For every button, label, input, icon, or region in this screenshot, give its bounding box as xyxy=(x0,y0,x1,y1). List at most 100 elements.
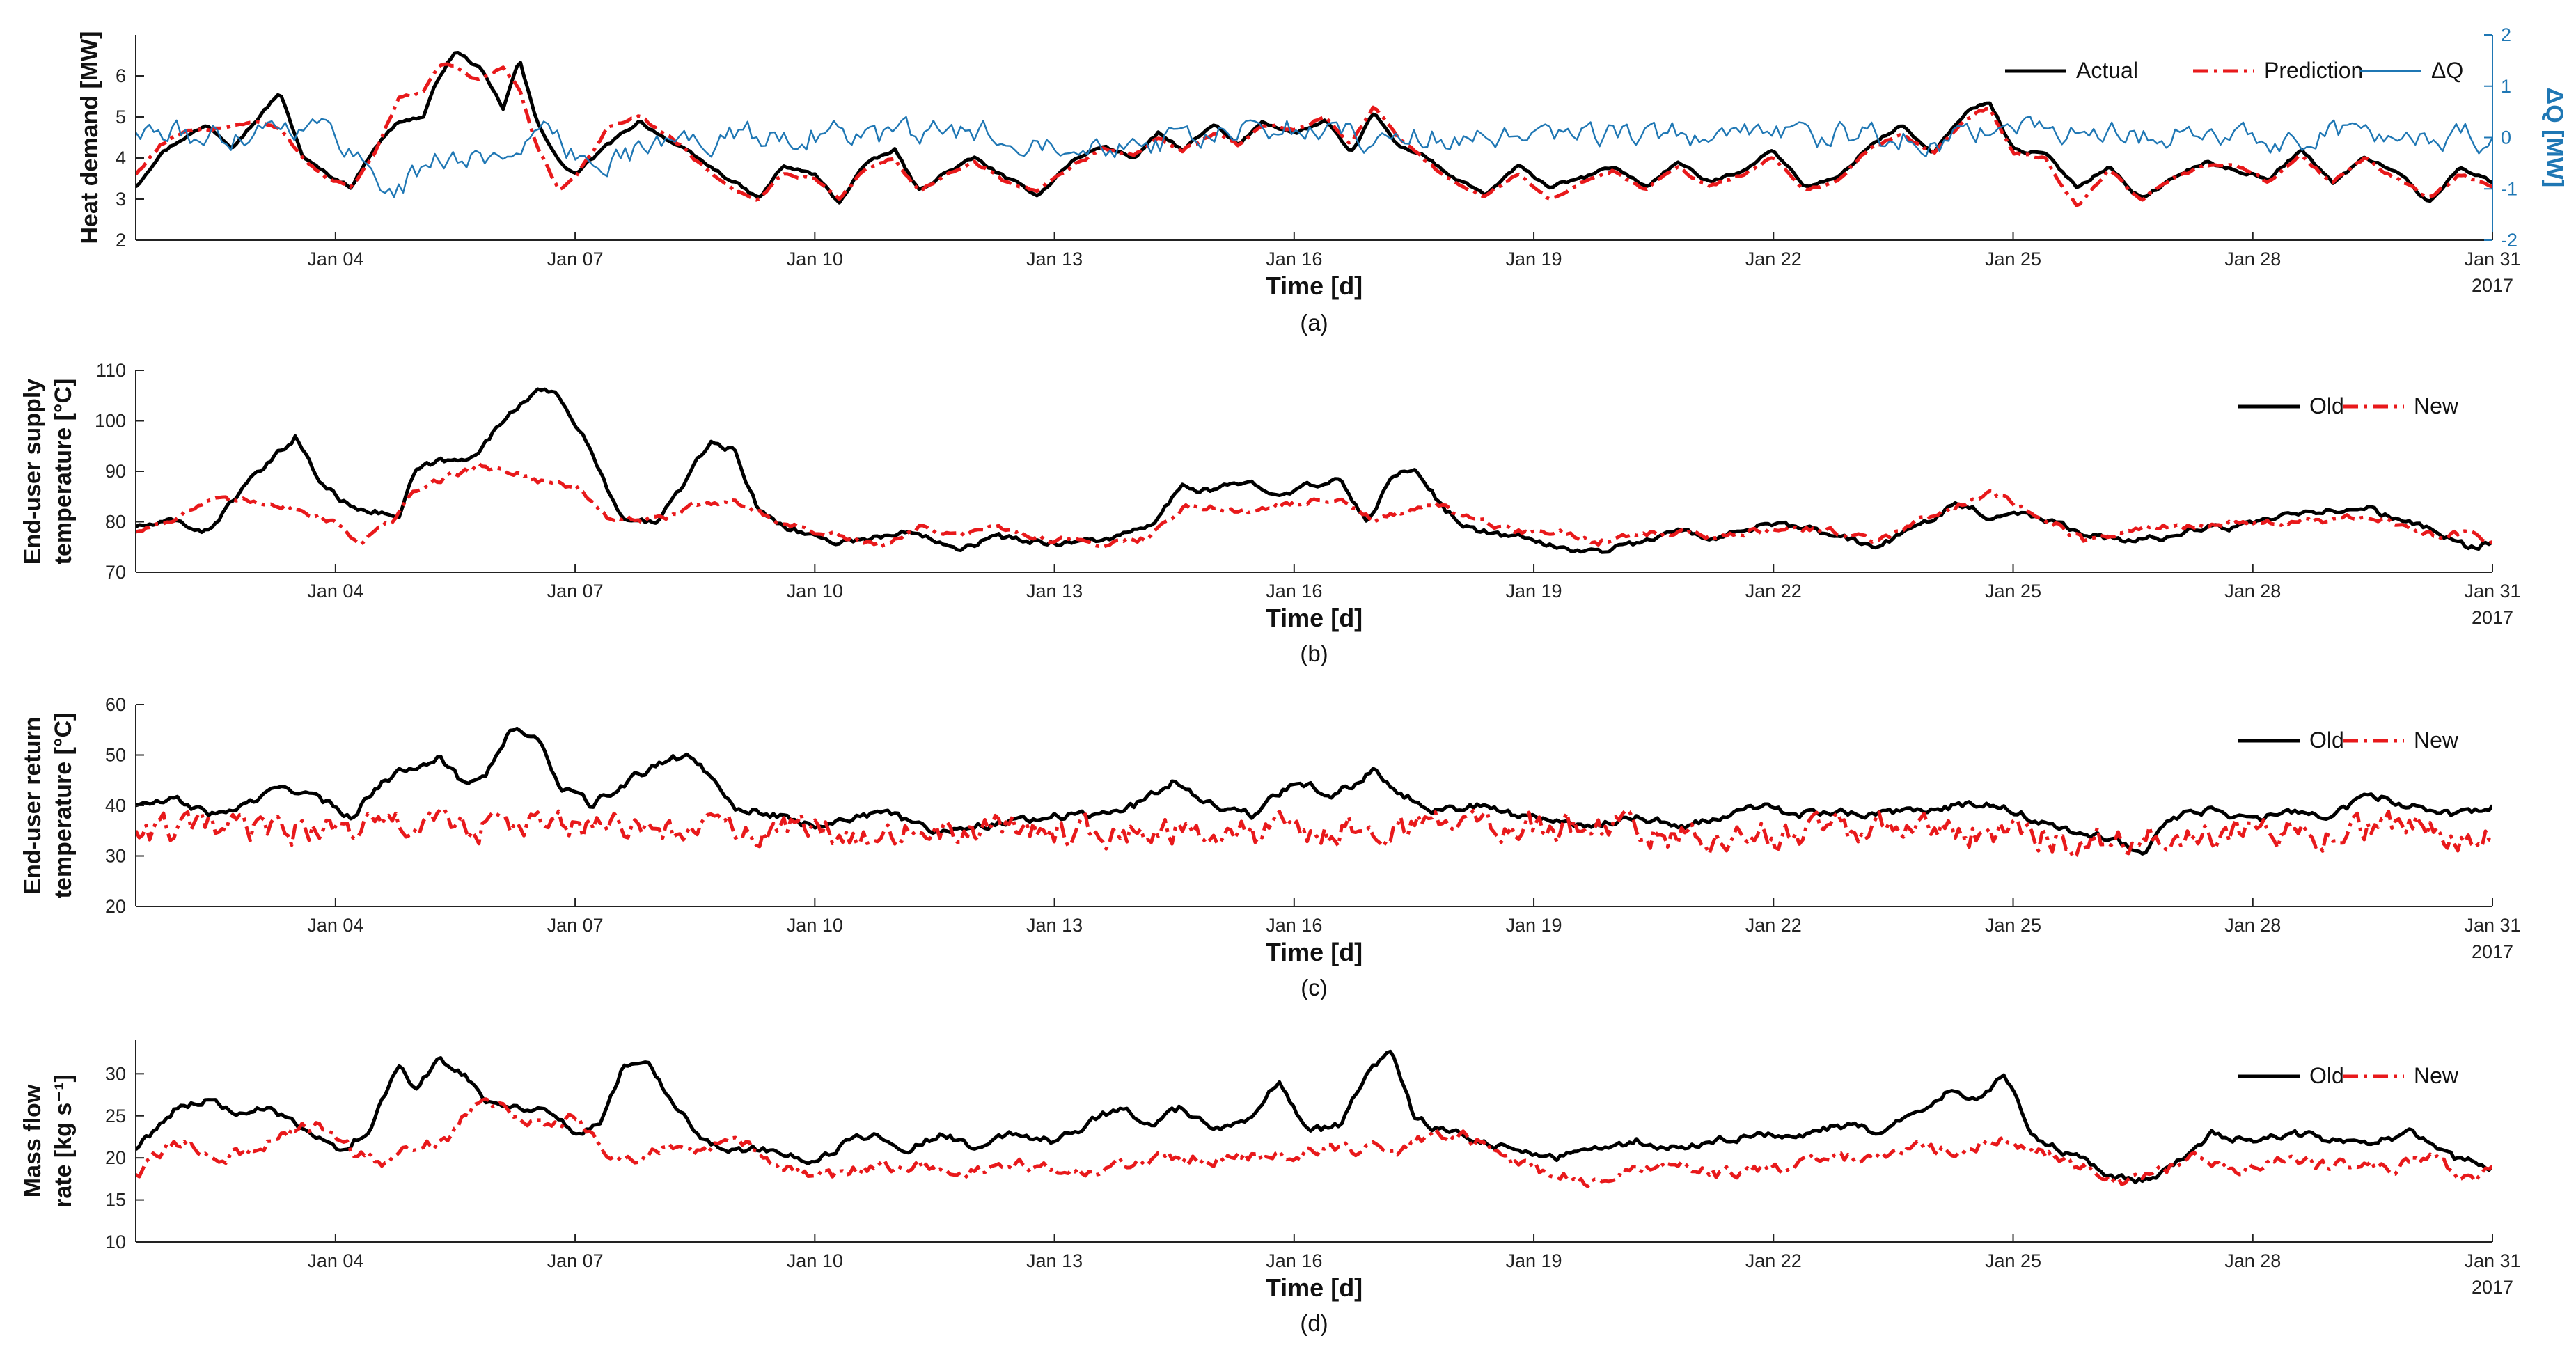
y-tick-label: 5 xyxy=(116,107,126,127)
y-tick-label: 70 xyxy=(105,562,126,583)
x-tick-label: Jan 13 xyxy=(1026,915,1083,936)
panel-caption: (b) xyxy=(1300,640,1328,666)
y-tick-label: 2 xyxy=(116,230,126,251)
legend-label: Old xyxy=(2309,393,2344,418)
x-tick-label: Jan 28 xyxy=(2224,1250,2281,1271)
x-tick-label: Jan 22 xyxy=(1745,249,1802,269)
legend-label: Old xyxy=(2309,728,2344,753)
legend-label: Old xyxy=(2309,1063,2344,1088)
chart-panel-d: Jan 04 Jan 07 Jan 10 Jan 13 Jan 16 Jan 19 Jan … xyxy=(19,1040,2521,1336)
y-tick-label: 80 xyxy=(105,512,126,533)
series-a-q xyxy=(136,116,2492,198)
x-tick-label: Jan 31 xyxy=(2464,249,2520,269)
y-tick-label: 100 xyxy=(95,411,126,432)
x-year-label: 2017 xyxy=(2472,1277,2513,1298)
y-axis-label-line: End-user supply xyxy=(19,379,46,564)
x-tick-label: Jan 10 xyxy=(787,1250,843,1271)
x-tick-label: Jan 13 xyxy=(1026,1250,1083,1271)
x-tick-label: Jan 07 xyxy=(547,1250,604,1271)
chart-panel-c: Jan 04 Jan 07 Jan 10 Jan 13 Jan 16 Jan 19 Jan … xyxy=(19,694,2521,1000)
legend-label: ΔQ xyxy=(2431,58,2463,83)
y-tick-label: 10 xyxy=(105,1232,126,1252)
x-tick-label: Jan 28 xyxy=(2224,581,2281,602)
series-c-new xyxy=(136,807,2492,859)
y-tick-label: 50 xyxy=(105,745,126,766)
y-tick-label: 20 xyxy=(105,1147,126,1168)
x-tick-label: Jan 25 xyxy=(1985,1250,2041,1271)
plot-area xyxy=(136,1040,2492,1242)
y2-tick-label: 0 xyxy=(2501,127,2511,148)
x-tick-label: Jan 04 xyxy=(307,1250,363,1271)
x-tick-label: Jan 31 xyxy=(2464,915,2520,936)
x-tick-label: Jan 19 xyxy=(1506,581,1562,602)
y-tick-label: 6 xyxy=(116,65,126,86)
x-tick-label: Jan 19 xyxy=(1506,915,1562,936)
x-tick-label: Jan 07 xyxy=(547,915,604,936)
legend: Old New xyxy=(2238,728,2459,753)
x-tick-label: Jan 04 xyxy=(307,915,363,936)
series-b-new xyxy=(136,462,2492,549)
x-tick-label: Jan 16 xyxy=(1266,915,1322,936)
x-axis-label: Time [d] xyxy=(1266,604,1362,632)
x-tick-label: Jan 22 xyxy=(1745,915,1802,936)
panel-caption: (c) xyxy=(1301,975,1327,1000)
x-tick-label: Jan 28 xyxy=(2224,249,2281,269)
legend: Old New xyxy=(2238,1063,2459,1088)
series-b-old xyxy=(136,387,2492,554)
chart-panel-a: Jan 04 Jan 07 Jan 10 Jan 13 Jan 16 Jan 19 Jan … xyxy=(77,24,2568,336)
x-axis-label: Time [d] xyxy=(1266,1273,1362,1302)
chart-panel-b: Jan 04 Jan 07 Jan 10 Jan 13 Jan 16 Jan 19 Jan … xyxy=(19,360,2521,666)
x-tick-label: Jan 10 xyxy=(787,581,843,602)
x-tick-label: Jan 10 xyxy=(787,249,843,269)
y-tick-label: 60 xyxy=(105,694,126,715)
y-axis-label-line: End-user return xyxy=(19,716,46,894)
y-tick-label: 110 xyxy=(96,360,126,381)
y-tick-label: 15 xyxy=(105,1190,126,1211)
x-tick-label: Jan 16 xyxy=(1266,581,1322,602)
series-a-prediction xyxy=(136,62,2492,207)
y-tick-label: 90 xyxy=(105,461,126,482)
y-axis-label-line: rate [kg s⁻¹] xyxy=(50,1074,77,1208)
y-axis-label-line: temperature [°C] xyxy=(50,713,77,899)
series-group xyxy=(136,51,2492,207)
series-group xyxy=(136,1049,2492,1188)
legend-label: New xyxy=(2414,393,2459,418)
x-tick-label: Jan 22 xyxy=(1745,1250,1802,1271)
x-tick-label: Jan 19 xyxy=(1506,249,1562,269)
x-tick-label: Jan 25 xyxy=(1985,249,2041,269)
legend-label: Prediction xyxy=(2264,58,2363,83)
y-tick-label: 25 xyxy=(105,1106,126,1126)
y2-axis-label: ΔQ [MW] xyxy=(2541,88,2568,187)
series-d-new xyxy=(136,1097,2492,1188)
x-axis-label: Time [d] xyxy=(1266,272,1362,300)
y2-tick-label: -2 xyxy=(2501,230,2518,251)
y2-tick-label: 1 xyxy=(2501,76,2511,97)
panel-caption: (d) xyxy=(1300,1310,1328,1336)
x-axis-label: Time [d] xyxy=(1266,938,1362,966)
x-tick-label: Jan 19 xyxy=(1506,1250,1562,1271)
legend-label: Actual xyxy=(2076,58,2138,83)
y2-tick-label: 2 xyxy=(2501,24,2511,45)
panel-caption: (a) xyxy=(1300,310,1328,336)
y-axis-label-line: Mass flow xyxy=(19,1084,46,1197)
x-year-label: 2017 xyxy=(2472,941,2513,962)
series-a-actual xyxy=(136,51,2492,205)
x-tick-label: Jan 22 xyxy=(1745,581,1802,602)
x-tick-label: Jan 28 xyxy=(2224,915,2281,936)
x-tick-label: Jan 31 xyxy=(2464,1250,2520,1271)
x-tick-label: Jan 16 xyxy=(1266,249,1322,269)
legend-label: New xyxy=(2414,728,2459,753)
x-year-label: 2017 xyxy=(2472,275,2513,296)
legend: Old New xyxy=(2238,393,2459,418)
x-tick-label: Jan 25 xyxy=(1985,581,2041,602)
x-tick-label: Jan 10 xyxy=(787,915,843,936)
x-tick-label: Jan 04 xyxy=(307,581,363,602)
x-tick-label: Jan 16 xyxy=(1266,1250,1322,1271)
legend-label: New xyxy=(2414,1063,2459,1088)
y2-tick-label: -1 xyxy=(2501,178,2518,199)
series-d-old xyxy=(136,1049,2492,1185)
x-tick-label: Jan 07 xyxy=(547,581,604,602)
y-tick-label: 30 xyxy=(105,846,126,867)
y-axis-label-line: temperature [°C] xyxy=(50,379,77,565)
